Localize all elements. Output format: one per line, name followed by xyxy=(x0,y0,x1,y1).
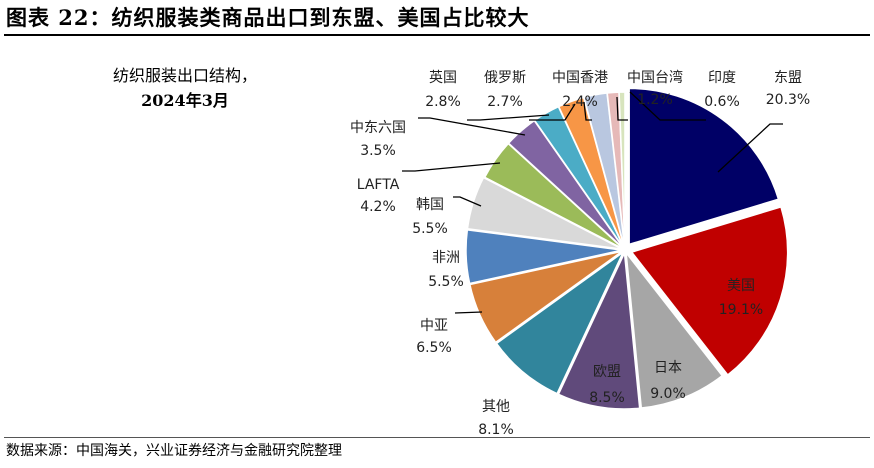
slice-value-label: 2.7% xyxy=(487,94,523,110)
leader-line xyxy=(717,123,783,173)
slice-name-label: 中东六国 xyxy=(350,120,406,136)
chart-subtitle: 2024年3月 xyxy=(141,91,229,110)
slice-name-label: 韩国 xyxy=(416,197,444,213)
leader-line xyxy=(418,117,526,136)
figure-title: 图表 22：纺织服装类商品出口到东盟、美国占比较大 xyxy=(6,5,530,30)
slice-value-label: 19.1% xyxy=(719,302,763,318)
pie-slice-5 xyxy=(468,250,623,344)
chart-title: 纺织服装出口结构， xyxy=(112,66,257,85)
slice-value-label: 2.4% xyxy=(562,94,598,110)
leader-line xyxy=(402,162,501,172)
slice-name-label: 俄罗斯 xyxy=(484,70,526,86)
slice-value-label: 8.5% xyxy=(589,390,625,406)
slice-name-label: 其他 xyxy=(482,399,510,415)
slice-value-label: 5.5% xyxy=(428,274,464,290)
slice-name-label: 中国香港 xyxy=(552,70,608,86)
slice-name-label: 中国台湾 xyxy=(627,69,683,86)
slice-name-label: 非洲 xyxy=(432,250,460,266)
slice-value-label: 20.3% xyxy=(766,92,810,108)
slice-value-label: 0.6% xyxy=(704,94,740,110)
slice-value-label: 9.0% xyxy=(650,386,686,402)
slice-name-label: 中亚 xyxy=(420,318,448,334)
leader-line xyxy=(583,101,592,121)
slice-value-label: 1.2% xyxy=(637,92,673,108)
slice-value-label: 8.1% xyxy=(478,422,514,438)
slice-name-label: 美国 xyxy=(727,278,755,294)
title-divider xyxy=(4,34,870,36)
pie-slice-6 xyxy=(465,228,623,285)
pie-slice-4 xyxy=(495,250,625,395)
slice-value-label: 6.5% xyxy=(416,340,452,356)
leader-line xyxy=(467,114,550,121)
slice-value-label: 5.5% xyxy=(412,221,448,237)
source-divider xyxy=(4,437,870,438)
leader-line xyxy=(616,96,628,121)
slice-name-label: 日本 xyxy=(654,360,682,376)
leader-line xyxy=(453,196,482,207)
slice-name-label: 印度 xyxy=(708,70,736,86)
pie-slice-3 xyxy=(557,250,641,410)
slice-name-label: LAFTA xyxy=(357,177,400,193)
pie-slice-0 xyxy=(628,87,780,246)
slice-name-label: 英国 xyxy=(429,69,457,86)
pie-slice-2 xyxy=(625,250,724,409)
slice-name-label: 欧盟 xyxy=(593,364,621,380)
leader-line xyxy=(529,103,576,121)
pie-slice-1 xyxy=(630,205,789,377)
source-note: 数据来源：中国海关，兴业证券经济与金融研究院整理 xyxy=(6,443,342,459)
slice-value-label: 4.2% xyxy=(360,199,396,215)
leader-line xyxy=(454,311,483,314)
slice-value-label: 2.8% xyxy=(425,94,461,110)
slice-name-label: 东盟 xyxy=(774,70,802,86)
pie-slice-14 xyxy=(618,91,626,249)
leader-line xyxy=(629,91,706,121)
slice-value-label: 3.5% xyxy=(360,143,396,159)
